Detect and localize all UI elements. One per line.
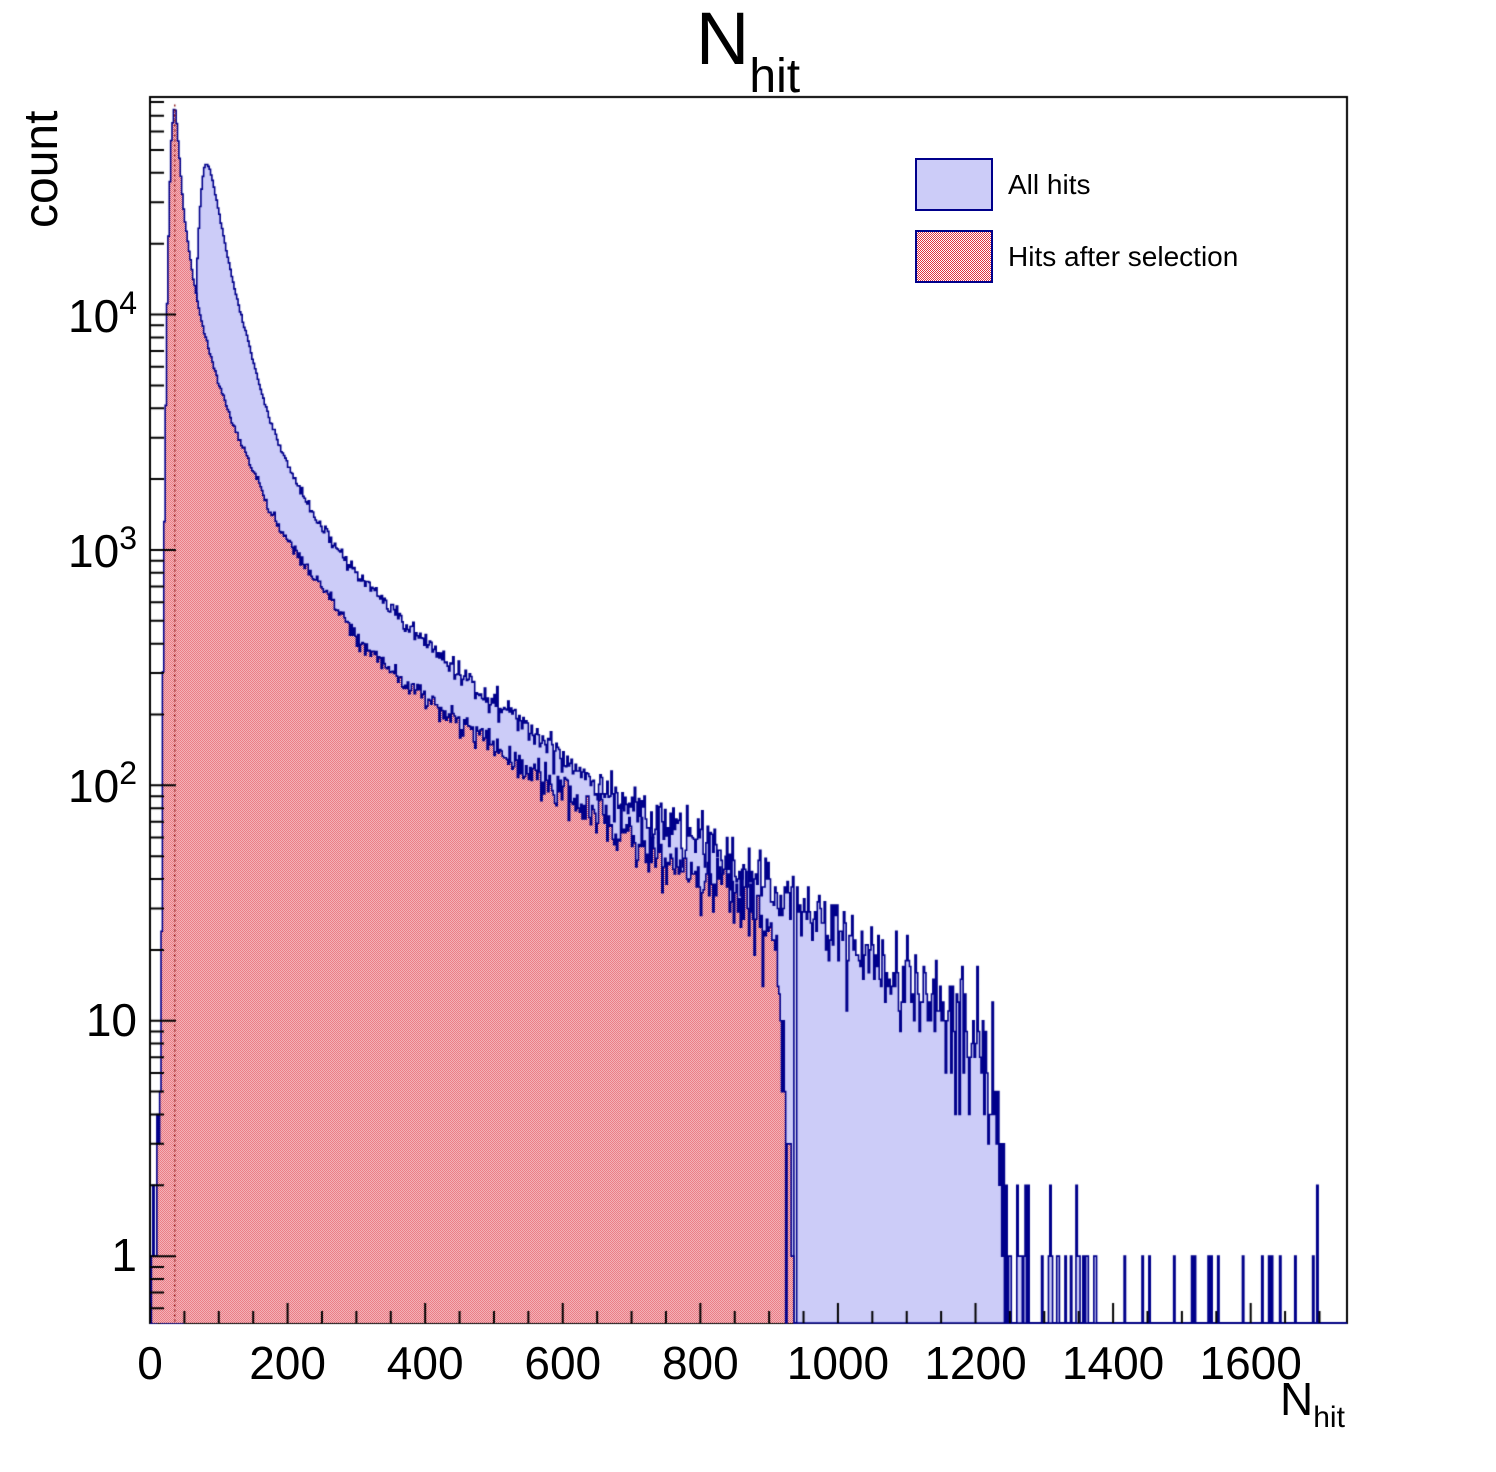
x-tick-label: 1000 — [786, 1337, 890, 1389]
y-axis-title: count — [15, 110, 68, 228]
y-tick-label: 1 — [111, 1229, 137, 1282]
all-hits-swatch — [915, 158, 993, 211]
x-tick-label: 800 — [661, 1337, 739, 1389]
y-tick-label: 102 — [68, 755, 137, 813]
chart-title-main: N — [695, 0, 750, 80]
x-axis-title-sub: hit — [1313, 1401, 1345, 1434]
chart-title-sub: hit — [749, 50, 801, 103]
legend-entry-hits-after-selection: Hits after selection — [915, 230, 1238, 283]
x-tick-label: 1400 — [1061, 1337, 1165, 1389]
x-tick-label: 400 — [386, 1337, 464, 1389]
hits-after-selection-label: Hits after selection — [1008, 240, 1239, 272]
y-tick-label: 103 — [68, 519, 137, 577]
hits-after-selection-swatch — [915, 230, 993, 283]
x-axis-title: Nhit — [1280, 1372, 1345, 1435]
x-tick-label: 600 — [524, 1337, 602, 1389]
x-tick-label: 1200 — [924, 1337, 1027, 1389]
x-tick-label: 1600 — [1199, 1337, 1302, 1389]
x-tick-label: 200 — [249, 1337, 326, 1389]
x-tick-label: 0 — [137, 1337, 163, 1389]
y-tick-label: 10 — [85, 993, 137, 1046]
all-hits-label: All hits — [1008, 168, 1091, 200]
x-axis-title-main: N — [1280, 1373, 1314, 1425]
legend-entry-all-hits: All hits — [915, 158, 1090, 211]
chart-title: Nhit — [696, 0, 800, 102]
y-tick-label: 104 — [68, 284, 137, 342]
